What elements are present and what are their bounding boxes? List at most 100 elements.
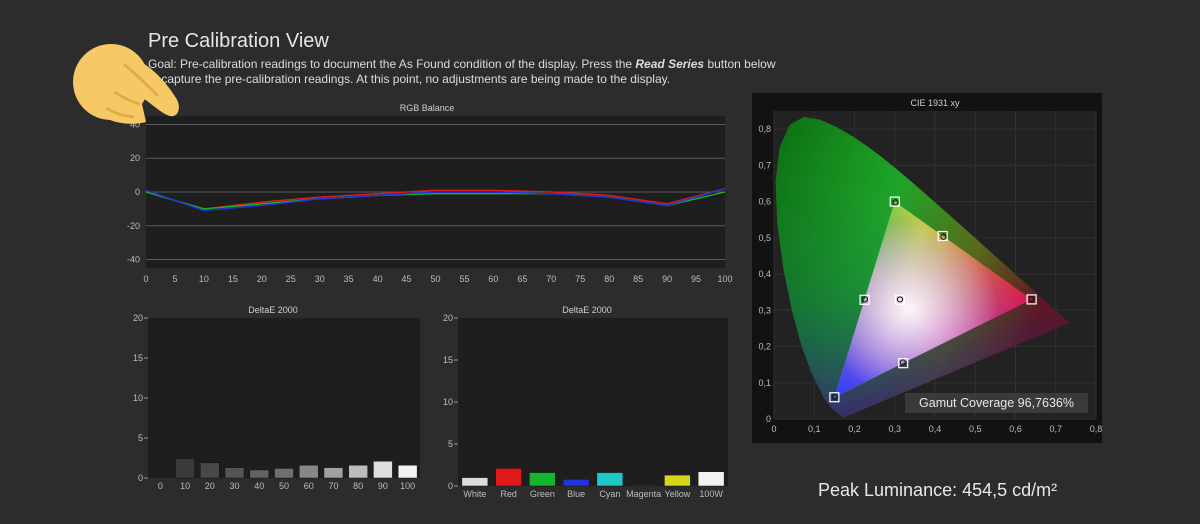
cie-y-tick-label: 0,3 <box>758 305 771 315</box>
rgb-balance-title: RGB Balance <box>400 103 455 113</box>
cie-x-tick-label: 0 <box>771 424 776 434</box>
de1-x-tick-label: 40 <box>254 481 264 491</box>
rgb-x-tick-label: 80 <box>604 274 614 284</box>
rgb-series-line-2 <box>145 187 726 212</box>
de2-bar <box>697 471 725 487</box>
de1-bar <box>397 464 418 479</box>
rgb-x-tick-label: 20 <box>257 274 267 284</box>
de2-y-tick-label: 0 <box>448 481 453 491</box>
de2-bar <box>630 484 657 487</box>
rgb-y-tick-label: -40 <box>127 255 140 265</box>
de2-x-tick-label: Cyan <box>599 489 620 499</box>
cie-measured-point <box>892 199 899 206</box>
cie-target-marker <box>1026 294 1037 305</box>
de2-y-tick-label: 5 <box>448 439 453 449</box>
rgb-x-tick-label: 45 <box>402 274 412 284</box>
rgb-x-tick-label: 60 <box>488 274 498 284</box>
de2-bar <box>664 474 691 487</box>
de1-bar <box>373 460 393 479</box>
cie-target-marker <box>889 196 900 207</box>
deltae-grayscale-plot-area <box>148 318 420 478</box>
de1-y-tick-label: 0 <box>138 473 143 483</box>
pointing-hand-icon <box>73 44 179 124</box>
read-series-reference: Read Series <box>635 57 705 71</box>
de1-x-tick-label: 100 <box>400 481 415 491</box>
de2-y-tick-label: 20 <box>443 313 453 323</box>
rgb-x-tick-label: 40 <box>373 274 383 284</box>
cie-target-marker <box>894 294 905 305</box>
cie-x-tick-label: 0,8 <box>1090 424 1103 434</box>
de1-y-tick-label: 10 <box>133 393 143 403</box>
de1-x-tick-label: 60 <box>304 481 314 491</box>
de2-y-tick-label: 15 <box>443 355 453 365</box>
rgb-x-tick-label: 55 <box>459 274 469 284</box>
de2-x-tick-label: White <box>463 489 486 499</box>
de1-x-tick-label: 30 <box>230 481 240 491</box>
cie-x-tick-label: 0,1 <box>808 424 821 434</box>
cie-measured-point <box>896 296 904 303</box>
cie-target-marker <box>937 230 948 242</box>
de1-y-tick-label: 5 <box>138 433 143 443</box>
cie-y-tick-label: 0 <box>766 414 771 424</box>
cie-x-tick-label: 0,5 <box>969 424 982 434</box>
cie-y-tick-label: 0,2 <box>758 342 771 352</box>
cie-y-tick-label: 0,1 <box>758 378 771 388</box>
deltae-colors-title: DeltaE 2000 <box>562 305 612 315</box>
de1-x-tick-label: 10 <box>180 481 190 491</box>
de2-x-tick-label: Red <box>500 489 517 499</box>
cie-target-marker <box>859 294 870 305</box>
rgb-x-tick-label: 15 <box>228 274 238 284</box>
de1-bar <box>249 469 270 479</box>
rgb-x-tick-label: 75 <box>575 274 585 284</box>
de1-x-tick-label: 50 <box>279 481 289 491</box>
deltae-colors-chart: DeltaE 2000 White Red Green Blue Cyan Magenta… <box>443 305 728 499</box>
de2-x-tick-label: Magenta <box>626 489 661 499</box>
de1-x-tick-label: 20 <box>205 481 215 491</box>
page-title: Pre Calibration View <box>148 30 329 52</box>
de2-bar <box>529 472 556 487</box>
cie-measured-point <box>940 233 947 240</box>
cie-target-marker <box>898 358 909 369</box>
de1-bar <box>224 467 245 479</box>
de2-bar <box>495 468 522 487</box>
rgb-x-tick-label: 95 <box>691 274 701 284</box>
de1-bar <box>175 458 195 479</box>
de2-x-tick-label: Blue <box>567 489 585 499</box>
cie-y-tick-label: 0,6 <box>758 197 771 207</box>
de1-x-tick-label: 70 <box>328 481 338 491</box>
de1-bar <box>298 464 319 479</box>
goal-text-start: Goal: Pre-calibration readings to docume… <box>148 57 636 71</box>
cie-x-tick-label: 0,6 <box>1009 424 1022 434</box>
de1-x-tick-label: 90 <box>378 481 388 491</box>
de1-bar <box>348 464 368 479</box>
rgb-series-line-0 <box>145 187 726 210</box>
rgb-y-tick-label: -20 <box>127 221 140 231</box>
cie-x-tick-label: 0,2 <box>848 424 861 434</box>
deltae-grayscale-chart: DeltaE 2000 0 10 20 30 40 50 60 70 80 90 100 20151… <box>133 305 420 491</box>
cie-gamut-white-shade <box>834 201 1032 398</box>
goal-text-end: button below to capture the pre-calibrat… <box>148 57 776 86</box>
de2-bar <box>461 477 489 487</box>
rgb-y-tick-label: 40 <box>130 119 140 129</box>
cie-measured-point <box>831 393 838 400</box>
de1-y-tick-label: 20 <box>133 313 143 323</box>
rgb-balance-chart: RGB Balance 0 5 10 15 20 25 30 35 40 45 50 55 60 65 70… <box>127 103 733 284</box>
gamut-coverage-label: Gamut Coverage 96,7636% <box>905 393 1088 413</box>
rgb-x-tick-label: 85 <box>633 274 643 284</box>
rgb-x-tick-label: 50 <box>430 274 440 284</box>
rgb-x-tick-label: 0 <box>143 274 148 284</box>
cie-y-tick-label: 0,7 <box>758 160 771 170</box>
de2-x-tick-label: Yellow <box>665 489 691 499</box>
de1-bar <box>323 467 344 479</box>
cie-x-tick-label: 0,7 <box>1049 424 1062 434</box>
rgb-x-tick-label: 65 <box>517 274 527 284</box>
de1-bar <box>200 462 220 479</box>
cie-y-tick-label: 0,4 <box>758 269 771 279</box>
deltae-grayscale-title: DeltaE 2000 <box>248 305 298 315</box>
cie-measured-point <box>899 359 906 366</box>
de1-x-tick-label: 80 <box>353 481 363 491</box>
de2-bar <box>596 472 624 487</box>
cie-y-tick-label: 0,8 <box>758 124 771 134</box>
rgb-x-tick-label: 90 <box>662 274 672 284</box>
rgb-y-tick-label: 0 <box>135 187 140 197</box>
